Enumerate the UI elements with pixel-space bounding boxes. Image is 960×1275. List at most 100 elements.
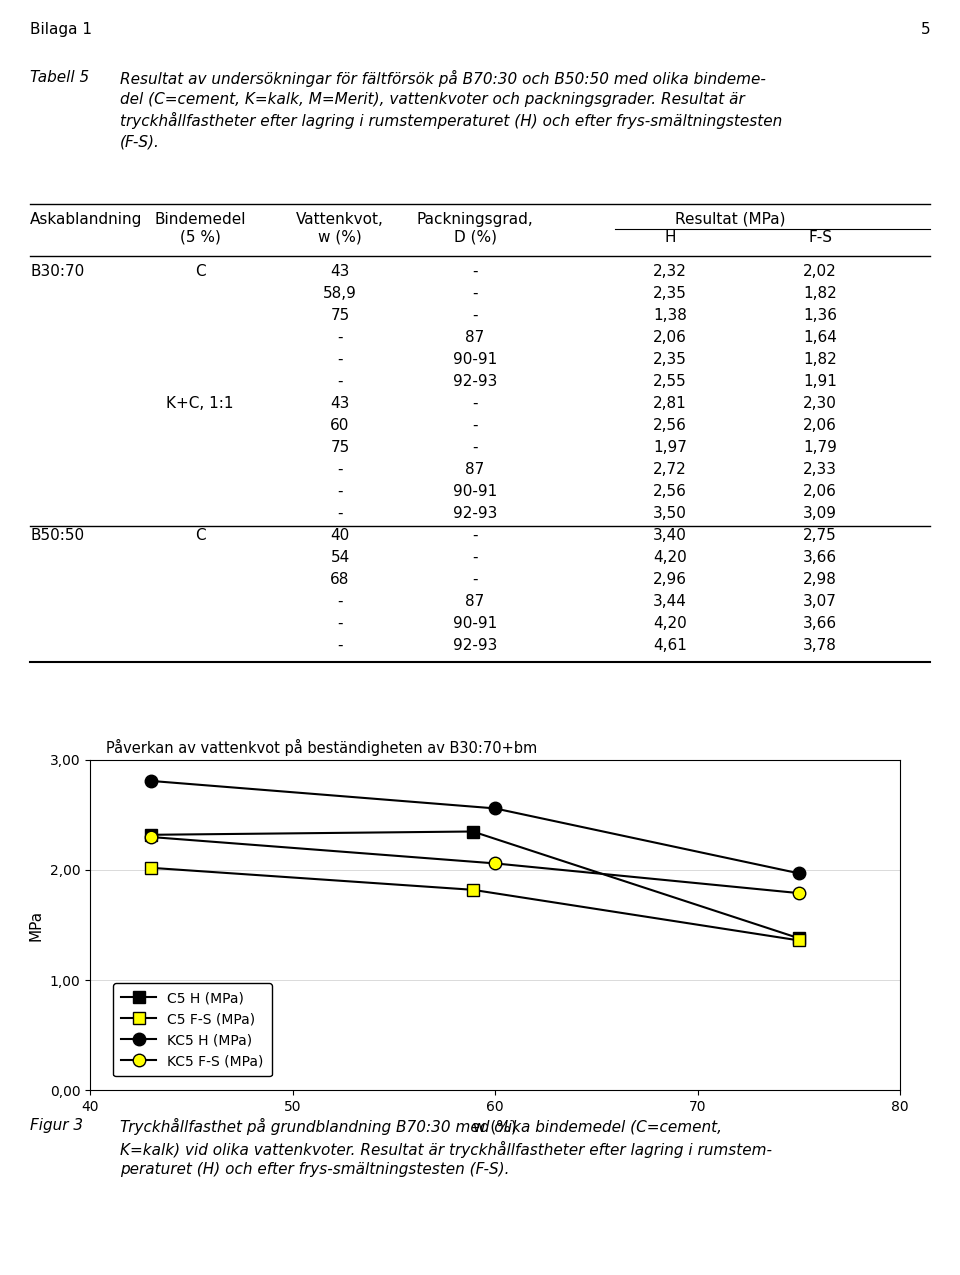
Line: C5 F-S (MPa): C5 F-S (MPa) [145,862,805,946]
Text: 3,40: 3,40 [653,528,687,543]
Text: 3,66: 3,66 [803,616,837,631]
Text: -: - [472,286,478,301]
Legend: C5 H (MPa), C5 F-S (MPa), KC5 H (MPa), KC5 F-S (MPa): C5 H (MPa), C5 F-S (MPa), KC5 H (MPa), K… [113,983,272,1076]
Text: 1,91: 1,91 [804,374,837,389]
Text: -: - [472,397,478,411]
X-axis label: w (%): w (%) [473,1119,516,1135]
Text: 75: 75 [330,309,349,323]
Y-axis label: MPa: MPa [29,909,44,941]
KC5 H (MPa) [490,801,501,816]
Text: C: C [195,264,205,279]
Text: 92-93: 92-93 [453,638,497,653]
Text: -: - [337,638,343,653]
Text: H: H [664,230,676,245]
Text: 58,9: 58,9 [324,286,357,301]
Text: 2,02: 2,02 [804,264,837,279]
Text: 2,30: 2,30 [804,397,837,411]
Text: 43: 43 [330,264,349,279]
C5 F-S (MPa) [467,882,478,898]
Line: KC5 F-S (MPa): KC5 F-S (MPa) [145,831,805,899]
Text: 3,66: 3,66 [803,550,837,565]
Text: 1,36: 1,36 [803,309,837,323]
Text: 1,64: 1,64 [804,330,837,346]
KC5 F-S (MPa) [490,856,501,871]
Text: Resultat (MPa): Resultat (MPa) [675,212,785,227]
Text: -: - [337,594,343,609]
Text: 3,50: 3,50 [653,506,687,521]
Text: B30:70: B30:70 [30,264,84,279]
Text: C: C [195,528,205,543]
Text: 4,20: 4,20 [653,550,686,565]
Text: Bindemedel: Bindemedel [155,212,246,227]
Text: -: - [337,616,343,631]
Line: KC5 H (MPa): KC5 H (MPa) [145,775,805,880]
Text: -: - [337,462,343,477]
Text: -: - [472,572,478,586]
Text: 60: 60 [330,418,349,434]
C5 F-S (MPa) [145,861,156,876]
Line: C5 H (MPa): C5 H (MPa) [145,825,805,945]
Text: -: - [472,264,478,279]
Text: 92-93: 92-93 [453,374,497,389]
Text: Figur 3: Figur 3 [30,1118,84,1133]
Text: K+C, 1:1: K+C, 1:1 [166,397,233,411]
Text: 90-91: 90-91 [453,352,497,367]
Text: 2,35: 2,35 [653,352,687,367]
Text: 87: 87 [466,594,485,609]
Text: 5: 5 [921,22,930,37]
Text: 1,82: 1,82 [804,352,837,367]
Text: 90-91: 90-91 [453,484,497,499]
Text: 2,06: 2,06 [804,484,837,499]
Text: 87: 87 [466,330,485,346]
Text: Tryckhållfasthet på grundblandning B70:30 med olika bindemedel (C=cement,
K=kalk: Tryckhållfasthet på grundblandning B70:3… [120,1118,772,1177]
Text: 2,35: 2,35 [653,286,687,301]
Text: 43: 43 [330,397,349,411]
Text: 2,96: 2,96 [653,572,687,586]
Text: 3,44: 3,44 [653,594,687,609]
Text: F-S: F-S [808,230,832,245]
Text: 2,06: 2,06 [653,330,687,346]
Text: 87: 87 [466,462,485,477]
Text: 2,06: 2,06 [804,418,837,434]
KC5 F-S (MPa) [145,829,156,844]
Text: 2,75: 2,75 [804,528,837,543]
Text: 4,20: 4,20 [653,616,686,631]
Text: 1,97: 1,97 [653,440,687,455]
Text: -: - [337,484,343,499]
Text: Tabell 5: Tabell 5 [30,70,89,85]
Text: -: - [472,418,478,434]
Text: -: - [472,528,478,543]
Text: -: - [337,352,343,367]
Text: Påverkan av vattenkvot på beständigheten av B30:70+bm: Påverkan av vattenkvot på beständigheten… [107,740,538,756]
KC5 H (MPa) [145,773,156,788]
Text: -: - [472,309,478,323]
C5 H (MPa) [145,827,156,843]
Text: 40: 40 [330,528,349,543]
Text: 90-91: 90-91 [453,616,497,631]
KC5 F-S (MPa) [793,885,804,900]
Text: 75: 75 [330,440,349,455]
Text: -: - [337,330,343,346]
Text: 2,56: 2,56 [653,484,687,499]
C5 H (MPa) [793,931,804,946]
KC5 H (MPa) [793,866,804,881]
Text: -: - [472,550,478,565]
Text: 3,09: 3,09 [803,506,837,521]
Text: 68: 68 [330,572,349,586]
Text: 54: 54 [330,550,349,565]
Text: 2,72: 2,72 [653,462,686,477]
Text: (5 %): (5 %) [180,230,221,245]
Text: 2,98: 2,98 [804,572,837,586]
C5 H (MPa) [467,824,478,839]
Text: 2,32: 2,32 [653,264,687,279]
Text: -: - [337,374,343,389]
Text: Bilaga 1: Bilaga 1 [30,22,92,37]
Text: 3,78: 3,78 [804,638,837,653]
Text: w (%): w (%) [318,230,362,245]
Text: B50:50: B50:50 [30,528,84,543]
Text: 1,38: 1,38 [653,309,687,323]
Text: Resultat av undersökningar för fältförsök på B70:30 och B50:50 med olika bindeme: Resultat av undersökningar för fältförsö… [120,70,782,149]
Text: D (%): D (%) [453,230,496,245]
Text: -: - [337,506,343,521]
Text: 2,33: 2,33 [803,462,837,477]
